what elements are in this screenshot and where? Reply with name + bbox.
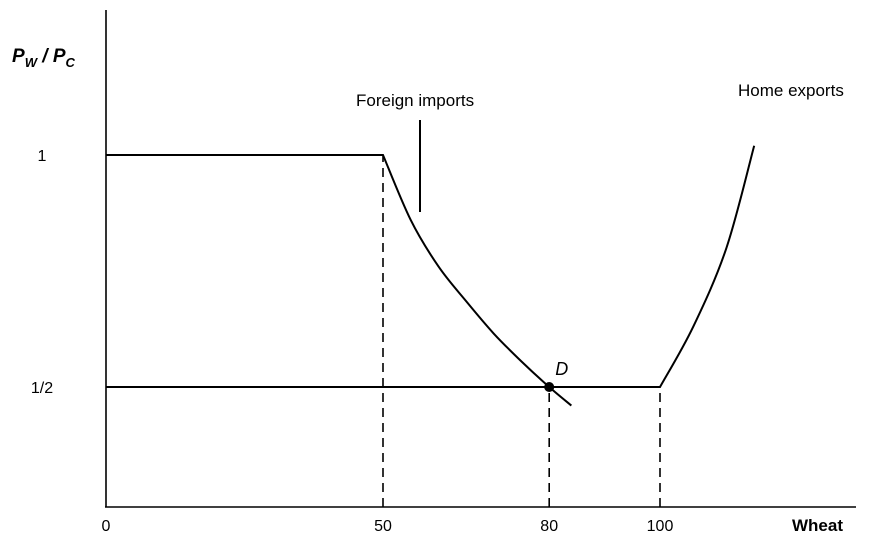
x-tick-label: 50 bbox=[374, 518, 392, 535]
point-d-label: D bbox=[555, 359, 568, 379]
annotation-foreign-imports: Foreign imports bbox=[356, 91, 474, 110]
y-tick-label: 1 bbox=[38, 148, 47, 165]
series-line-foreign-imports bbox=[106, 154, 573, 407]
y-axis-label: PW / PC bbox=[12, 46, 76, 70]
point-d-marker bbox=[544, 382, 555, 392]
x-tick-label: 80 bbox=[540, 518, 558, 535]
tick-labels: 0 50 80 100 1 1/2 bbox=[31, 148, 674, 535]
x-tick-label: 0 bbox=[102, 518, 111, 535]
series-line-home-exports bbox=[106, 145, 756, 388]
x-axis-label: Wheat bbox=[792, 516, 843, 535]
highlight-group: D bbox=[544, 359, 568, 392]
x-tick-label: 100 bbox=[647, 518, 674, 535]
reference-lines bbox=[382, 155, 661, 507]
annotation-home-exports: Home exports bbox=[738, 81, 844, 100]
y-tick-label: 1/2 bbox=[31, 380, 53, 397]
series-group bbox=[106, 145, 756, 407]
